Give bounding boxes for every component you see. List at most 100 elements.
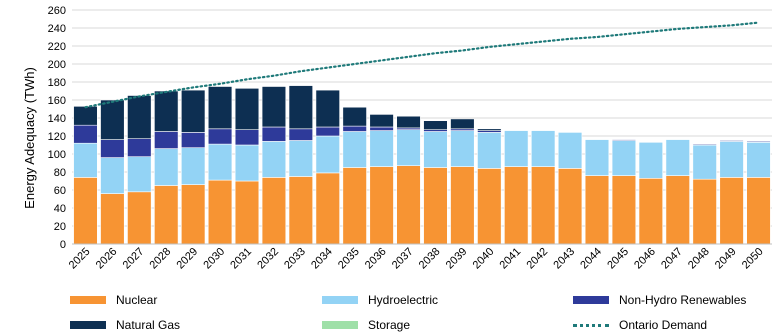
bar-non-hydro-renewables-2034 xyxy=(315,126,340,137)
y-tick-label-260: 260 xyxy=(48,5,66,17)
bar-nuclear-2034 xyxy=(315,172,340,245)
bar-natural-gas-2035 xyxy=(342,106,367,127)
legend-item-natural-gas: Natural Gas xyxy=(70,317,180,333)
legend-swatch-nuclear xyxy=(70,296,106,304)
bar-non-hydro-renewables-2048 xyxy=(692,143,717,146)
y-tick-label-100: 100 xyxy=(48,149,66,161)
x-tick-label-2038: 2038 xyxy=(417,246,443,272)
legend-swatch-ontario-demand xyxy=(573,323,609,327)
bar-hydroelectric-2044 xyxy=(584,139,610,176)
bar-nuclear-2033 xyxy=(288,176,313,245)
x-tick-label-2046: 2046 xyxy=(632,246,658,272)
bar-hydroelectric-2035 xyxy=(342,131,367,168)
bar-hydroelectric-2040 xyxy=(477,132,502,169)
bar-hydroelectric-2031 xyxy=(234,144,260,182)
x-tick-label-2047: 2047 xyxy=(659,246,685,272)
x-axis-ticks: 2025 2026 2027 2028 2029 2030 2031 2032 2033 2034… xyxy=(67,246,766,272)
bar-nuclear-2043 xyxy=(557,168,583,245)
x-tick-label-2037: 2037 xyxy=(390,246,416,272)
x-tick-label-2031: 2031 xyxy=(228,246,254,272)
legend-label-non-hydro-renewables: Non-Hydro Renewables xyxy=(619,293,747,307)
bar-nuclear-2036 xyxy=(369,166,394,245)
bar-hydroelectric-2043 xyxy=(557,132,583,169)
x-tick-label-2026: 2026 xyxy=(94,246,120,272)
bar-nuclear-2035 xyxy=(342,167,367,245)
bar-hydroelectric-2050 xyxy=(746,142,771,178)
bar-nuclear-2048 xyxy=(692,178,717,245)
bar-natural-gas-2031 xyxy=(234,88,260,131)
y-tick-label-220: 220 xyxy=(48,41,66,53)
legend-label-ontario-demand: Ontario Demand xyxy=(619,318,708,332)
y-tick-label-40: 40 xyxy=(54,203,66,215)
bar-hydroelectric-2030 xyxy=(207,143,233,181)
bar-nuclear-2041 xyxy=(504,166,529,245)
legend-label-hydroelectric: Hydroelectric xyxy=(368,293,439,307)
x-tick-label-2049: 2049 xyxy=(713,246,739,272)
x-tick-label-2044: 2044 xyxy=(578,246,604,272)
bar-non-hydro-renewables-2026 xyxy=(100,139,125,158)
y-tick-label-160: 160 xyxy=(48,95,66,107)
legend-item-ontario-demand: Ontario Demand xyxy=(573,317,707,333)
y-tick-label-80: 80 xyxy=(54,167,66,179)
bar-non-hydro-renewables-2029 xyxy=(181,132,206,148)
x-tick-label-2032: 2032 xyxy=(255,246,281,272)
demand-line-group xyxy=(84,21,760,109)
bar-nuclear-2025 xyxy=(73,177,98,245)
x-tick-label-2041: 2041 xyxy=(498,246,524,272)
bar-hydroelectric-2046 xyxy=(638,142,663,179)
x-tick-label-2048: 2048 xyxy=(686,246,712,272)
bar-non-hydro-renewables-2027 xyxy=(127,138,152,157)
bar-nuclear-2050 xyxy=(746,177,771,245)
bar-nuclear-2038 xyxy=(423,167,448,245)
legend-item-non-hydro-renewables: Non-Hydro Renewables xyxy=(573,292,746,308)
bar-nuclear-2042 xyxy=(531,166,556,245)
bar-natural-gas-2029 xyxy=(181,89,206,133)
bar-natural-gas-2036 xyxy=(369,114,394,128)
bar-hydroelectric-2029 xyxy=(181,147,206,185)
bar-hydroelectric-2041 xyxy=(504,130,529,167)
y-tick-label-200: 200 xyxy=(48,59,66,71)
bar-nuclear-2046 xyxy=(638,178,663,245)
legend-label-storage: Storage xyxy=(368,318,411,332)
bar-natural-gas-2026 xyxy=(100,99,125,140)
bar-nuclear-2031 xyxy=(234,180,260,245)
bar-hydroelectric-2042 xyxy=(531,130,556,167)
bar-nuclear-2045 xyxy=(611,175,637,245)
bar-natural-gas-2025 xyxy=(73,106,98,126)
bar-non-hydro-renewables-2032 xyxy=(261,126,287,142)
y-tick-label-240: 240 xyxy=(48,23,66,35)
bar-hydroelectric-2048 xyxy=(692,144,717,180)
bar-non-hydro-renewables-2025 xyxy=(73,124,98,144)
y-tick-label-0: 0 xyxy=(60,239,66,251)
bar-natural-gas-2038 xyxy=(423,120,448,130)
bar-non-hydro-renewables-2036 xyxy=(369,126,394,131)
legend-item-nuclear: Nuclear xyxy=(70,292,157,308)
bar-non-hydro-renewables-2049 xyxy=(719,140,744,142)
bar-nuclear-2030 xyxy=(207,179,233,245)
x-tick-label-2029: 2029 xyxy=(174,246,200,272)
bar-non-hydro-renewables-2030 xyxy=(207,128,233,145)
x-tick-label-2043: 2043 xyxy=(551,246,577,272)
x-tick-label-2027: 2027 xyxy=(121,246,147,272)
y-tick-label-120: 120 xyxy=(48,131,66,143)
x-tick-label-2033: 2033 xyxy=(282,246,308,272)
legend-label-nuclear: Nuclear xyxy=(116,293,158,307)
x-tick-label-2042: 2042 xyxy=(524,246,550,272)
x-tick-label-2050: 2050 xyxy=(740,246,766,272)
bar-hydroelectric-2038 xyxy=(423,131,448,168)
legend-item-storage: Storage xyxy=(322,317,410,333)
bar-non-hydro-renewables-2035 xyxy=(342,125,367,132)
bar-nuclear-2044 xyxy=(584,175,610,245)
x-tick-label-2034: 2034 xyxy=(309,246,335,272)
y-tick-label-60: 60 xyxy=(54,185,66,197)
bar-natural-gas-2039 xyxy=(450,118,475,130)
bar-hydroelectric-2028 xyxy=(154,148,179,186)
x-tick-label-2035: 2035 xyxy=(336,246,362,272)
bar-natural-gas-2034 xyxy=(315,89,340,128)
bar-hydroelectric-2047 xyxy=(665,139,690,176)
bar-nuclear-2047 xyxy=(665,175,690,245)
bar-non-hydro-renewables-2033 xyxy=(288,128,313,141)
y-tick-label-140: 140 xyxy=(48,113,66,125)
legend-label-natural-gas: Natural Gas xyxy=(116,318,181,332)
